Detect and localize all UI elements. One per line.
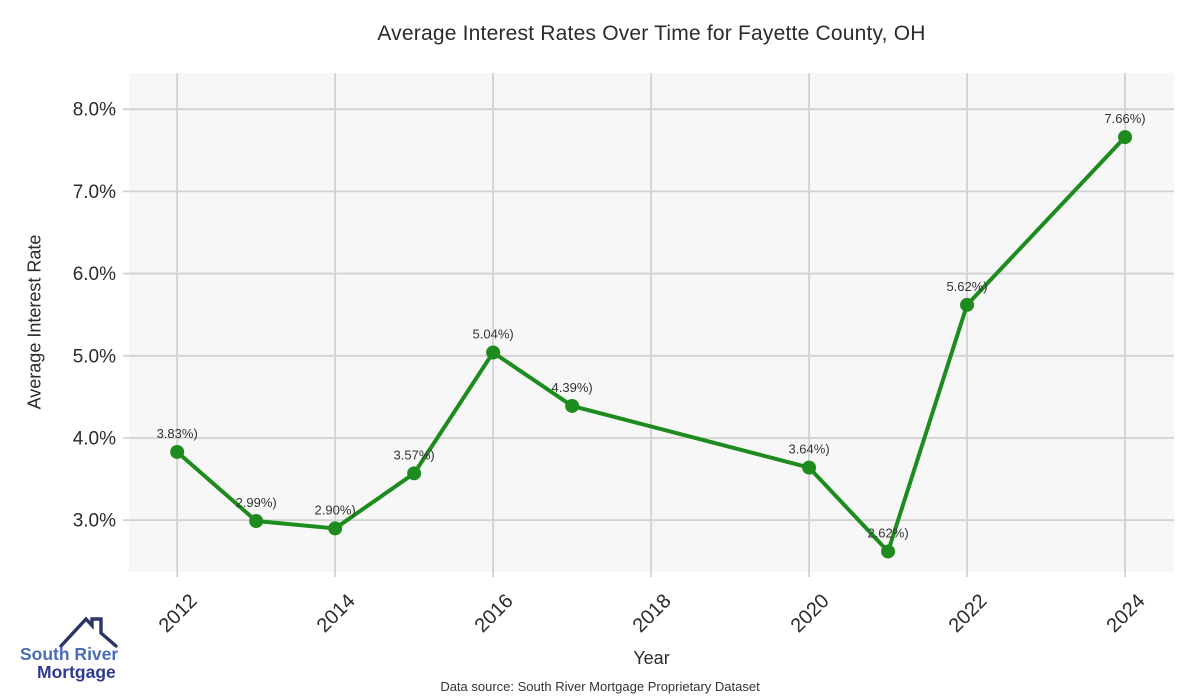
x-tick-label: 2016 <box>471 590 518 637</box>
south-river-mortgage-logo: South River Mortgage <box>12 614 132 689</box>
data-point-label: 2.99%) <box>236 495 277 510</box>
y-tick-label: 7.0% <box>73 182 116 203</box>
data-point-label: 5.04%) <box>473 327 514 342</box>
data-point-label: 3.83%) <box>157 426 198 441</box>
data-point <box>249 514 264 529</box>
series-line <box>175 135 1128 554</box>
data-source-caption: Data source: South River Mortgage Propri… <box>440 679 760 694</box>
x-tick-label: 2020 <box>787 590 834 637</box>
y-tick-label: 5.0% <box>73 346 116 367</box>
x-tick-label: 2012 <box>155 590 202 637</box>
data-point-label: 2.62%) <box>867 525 908 540</box>
data-point <box>960 297 975 312</box>
data-point-label: 5.62%) <box>946 279 987 294</box>
y-tick-label: 6.0% <box>73 264 116 285</box>
data-point-label: 2.90%) <box>315 502 356 517</box>
data-point-label: 4.39%) <box>552 380 593 395</box>
data-point <box>565 398 580 413</box>
logo-text-line2: Mortgage <box>37 662 116 682</box>
x-tick-label: 2024 <box>1103 590 1150 637</box>
y-tick-label: 8.0% <box>73 100 116 121</box>
house-roof-icon <box>59 616 118 648</box>
x-axis-label: Year <box>633 648 670 668</box>
data-point-label: 7.66%) <box>1104 111 1145 126</box>
y-axis-label: Average Interest Rate <box>24 234 45 410</box>
y-tick-label: 4.0% <box>73 429 116 450</box>
chart-title: Average Interest Rates Over Time for Fay… <box>377 22 926 45</box>
x-tick-label: 2014 <box>313 590 360 637</box>
x-tick-label: 2022 <box>945 590 992 637</box>
data-point <box>170 444 185 459</box>
data-point <box>486 345 501 360</box>
data-point-label: 3.64%) <box>788 442 829 457</box>
data-point <box>802 460 817 475</box>
x-tick-label: 2018 <box>629 590 676 637</box>
data-point-label: 3.57%) <box>394 447 435 462</box>
data-point <box>328 521 343 536</box>
data-point <box>881 544 896 559</box>
data-point <box>1118 130 1133 145</box>
data-point <box>407 466 422 481</box>
roof-outline <box>59 616 118 648</box>
logo-text-line1: South River <box>20 644 119 664</box>
y-tick-label: 3.0% <box>73 511 116 532</box>
